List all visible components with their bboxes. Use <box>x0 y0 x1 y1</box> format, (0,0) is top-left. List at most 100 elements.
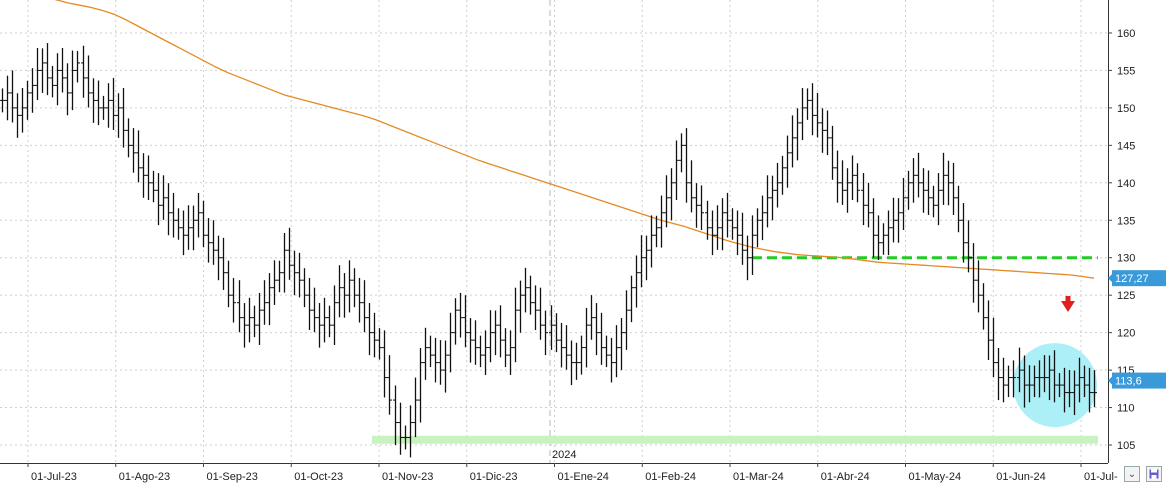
down-arrow-shaft <box>1065 296 1071 301</box>
floppy-disk-icon[interactable] <box>1146 466 1162 482</box>
price-bar <box>936 173 941 226</box>
price-bar <box>614 325 619 378</box>
price-bar <box>91 78 96 123</box>
price-bar <box>589 295 594 340</box>
moving-average-polyline <box>54 0 1095 279</box>
price-bar <box>850 155 855 201</box>
y-tick-label: 125 <box>1117 290 1135 302</box>
price-bar <box>403 425 408 450</box>
price-bar <box>609 337 614 383</box>
price-bar <box>760 195 765 241</box>
price-bar <box>830 125 835 180</box>
ma-last-badge-pointer <box>1108 274 1112 283</box>
price-bar <box>96 80 101 126</box>
price-bar <box>770 175 775 221</box>
price-bar <box>634 255 639 308</box>
price-bar <box>710 210 715 256</box>
price-bar <box>332 285 337 346</box>
price-bar <box>247 297 252 343</box>
price-bar <box>75 50 80 83</box>
x-tick-label: 01-Jun-24 <box>996 471 1046 483</box>
price-bar <box>644 235 649 281</box>
price-bar <box>468 318 473 363</box>
price-bar <box>1052 350 1057 403</box>
x-tick-label: 01-Ago-23 <box>119 471 170 483</box>
price-bar <box>327 305 332 338</box>
price-bar <box>448 312 453 373</box>
price-bar <box>1092 370 1097 408</box>
price-bar <box>735 210 740 256</box>
price-bar <box>65 63 70 116</box>
price-bar <box>775 162 780 208</box>
price-bar <box>845 168 850 213</box>
price-bar <box>765 175 770 228</box>
y-tick-label: 110 <box>1117 403 1135 415</box>
price-bar <box>820 108 825 153</box>
price-bar <box>624 290 629 350</box>
price-bar <box>70 50 75 111</box>
price-bar <box>146 155 151 201</box>
price-bar <box>15 93 20 138</box>
price-bar <box>926 170 931 216</box>
ma-last-badge-bg <box>1112 270 1166 287</box>
double-chevron-down-icon[interactable]: ⌄ <box>1124 466 1140 482</box>
price-bar <box>785 135 790 188</box>
price-bar <box>866 182 871 228</box>
price-bar <box>574 342 579 380</box>
price-bar <box>438 340 443 385</box>
price-bar <box>106 83 111 128</box>
price-bar <box>408 405 413 458</box>
y-tick-label: 145 <box>1117 140 1135 152</box>
price-bar <box>780 155 785 195</box>
price-bar <box>916 152 921 198</box>
price-bar <box>367 303 372 356</box>
price-bars <box>0 43 1097 458</box>
price-bar <box>911 158 916 203</box>
price-bar <box>795 108 800 161</box>
price-bar <box>906 170 911 210</box>
x-tick-label: 01-Jul- <box>1084 471 1118 483</box>
price-bar <box>1087 367 1092 413</box>
grid-lines <box>0 0 1108 463</box>
price-bar <box>1022 355 1027 408</box>
price-bar <box>649 215 654 268</box>
price-bar <box>382 330 387 398</box>
price-bar <box>629 275 634 323</box>
price-bar <box>357 277 362 323</box>
down-arrow-icon <box>1061 296 1075 312</box>
price-bar <box>991 317 996 378</box>
price-bar <box>543 310 548 356</box>
price-bar <box>705 200 710 240</box>
price-bar <box>45 43 50 96</box>
price-bar <box>413 377 418 438</box>
price-bar <box>564 325 569 370</box>
last-price-badge-bg <box>1112 372 1166 389</box>
price-bar <box>604 335 609 368</box>
price-bar <box>699 185 704 231</box>
price-bar <box>237 280 242 333</box>
price-bar <box>1037 360 1042 398</box>
price-bar <box>161 175 166 220</box>
price-bar <box>740 212 745 265</box>
price-bar <box>428 335 433 368</box>
price-bar <box>317 303 322 348</box>
price-bar <box>981 283 986 330</box>
price-bar <box>1057 373 1062 398</box>
price-bar <box>393 385 398 446</box>
price-bar <box>745 235 750 281</box>
x-tick-label: 01-Abr-24 <box>821 471 870 483</box>
price-bar <box>473 320 478 365</box>
y-tick-label: 135 <box>1117 215 1135 227</box>
price-bar <box>951 162 956 216</box>
price-bar <box>498 305 503 358</box>
y-tick-label: 130 <box>1117 253 1135 265</box>
price-bar <box>730 208 735 240</box>
price-bar <box>619 318 624 371</box>
price-bar <box>25 80 30 120</box>
price-bar <box>810 83 815 136</box>
price-bar <box>659 195 664 248</box>
price-bar <box>790 115 795 168</box>
price-bar <box>679 133 684 173</box>
